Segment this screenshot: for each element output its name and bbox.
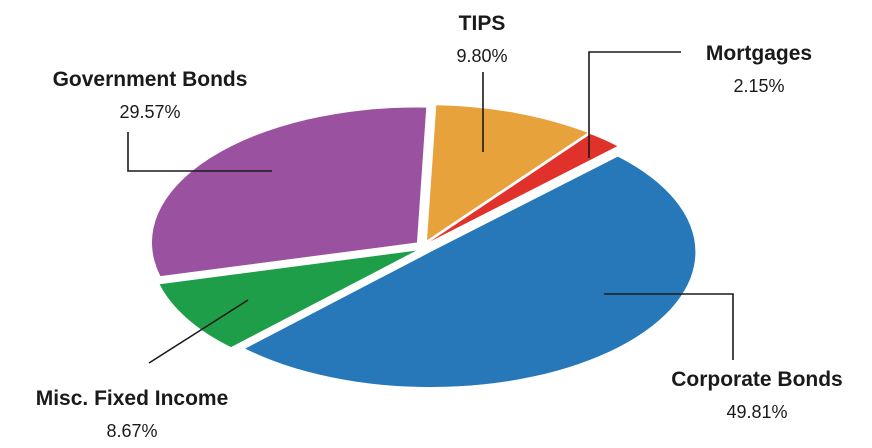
label-tips-value: 9.80% <box>456 46 507 66</box>
leader-line-misc-fixed-income <box>148 299 249 364</box>
label-tips-name: TIPS <box>459 12 506 35</box>
slice-mortgages <box>429 134 618 242</box>
leader-line-corporate-bonds <box>604 293 734 360</box>
label-government-bonds-value: 29.57% <box>119 102 180 122</box>
label-corporate-bonds-value: 49.81% <box>726 402 787 422</box>
label-mortgages-value: 2.15% <box>733 76 784 96</box>
leader-lines <box>127 51 734 364</box>
leader-line-government-bonds <box>127 132 272 172</box>
label-mortgages-name: Mortgages <box>706 42 812 65</box>
slice-government-bonds <box>151 107 427 277</box>
label-government-bonds-name: Government Bonds <box>53 68 248 91</box>
pie-slices <box>151 105 696 388</box>
leader-line-mortgages <box>588 51 681 158</box>
slice-labels: TIPS 9.80% Mortgages 2.15% Corporate Bon… <box>36 12 843 441</box>
label-misc-fixed-income-value: 8.67% <box>106 421 157 441</box>
slice-corporate-bonds <box>245 156 696 388</box>
slice-tips <box>427 105 588 241</box>
label-corporate-bonds-name: Corporate Bonds <box>671 368 843 391</box>
slice-misc-fixed-income <box>159 250 417 348</box>
label-misc-fixed-income-name: Misc. Fixed Income <box>36 387 229 410</box>
